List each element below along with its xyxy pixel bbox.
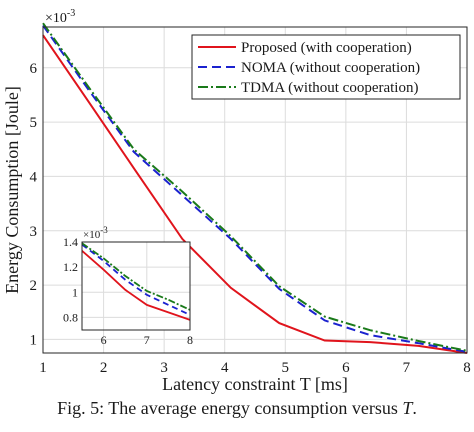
y-multiplier: ×10-3 xyxy=(45,8,75,26)
x-tick-label: 5 xyxy=(282,360,290,376)
x-axis-label: Latency constraint T [ms] xyxy=(162,374,348,394)
inset-series-line-1 xyxy=(81,250,191,321)
inset-y-tick-label: 0.8 xyxy=(63,310,78,324)
caption-text: Fig. 5: The average energy consumption v… xyxy=(57,398,403,418)
inset-x-tick-label: 7 xyxy=(144,333,150,347)
y-axis-label: Energy Consumption [Joule] xyxy=(2,86,22,294)
legend: Proposed (with cooperation) NOMA (without… xyxy=(191,34,461,100)
legend-label-1: Proposed (with cooperation) xyxy=(241,40,412,56)
inset-y-tick-label: 1.2 xyxy=(63,260,78,274)
plot-frame xyxy=(42,26,468,354)
x-tick-label: 7 xyxy=(403,360,411,376)
y-multiplier-exp: -3 xyxy=(67,8,75,19)
figure-caption: Fig. 5: The average energy consumption v… xyxy=(0,398,474,419)
inset-series-line-3 xyxy=(81,242,191,311)
inset-y-tick-label: 1.4 xyxy=(63,235,78,249)
y-tick-label: 3 xyxy=(30,224,38,240)
inset-x-tick-label: 6 xyxy=(101,333,107,347)
legend-box xyxy=(191,34,461,100)
series-line-1 xyxy=(42,34,468,354)
y-tick-label: 4 xyxy=(30,169,38,185)
x-tick-label: 1 xyxy=(39,360,47,376)
inset-y-multiplier: ×10-3 xyxy=(83,225,108,241)
y-tick-label: 5 xyxy=(30,115,38,131)
inset-frame xyxy=(81,241,191,331)
inset-series-line-2 xyxy=(81,243,191,316)
x-tick-label: 6 xyxy=(342,360,350,376)
inset-background xyxy=(82,242,190,330)
inset-y-multiplier-exp: -3 xyxy=(100,225,108,235)
y-tick-labels: 1 2 3 4 5 6 xyxy=(30,61,38,349)
legend-label-2: NOMA (without cooperation) xyxy=(241,60,420,76)
series-line-3 xyxy=(42,22,468,352)
series-line-2 xyxy=(42,24,468,353)
inset-series-lines xyxy=(81,242,191,321)
caption-variable: T xyxy=(402,398,413,418)
y-multiplier-base: ×10 xyxy=(45,11,67,26)
y-tick-label: 2 xyxy=(30,278,38,294)
caption-suffix: . xyxy=(412,398,417,418)
y-tick-label: 6 xyxy=(30,61,38,77)
y-tick-label: 1 xyxy=(30,332,38,348)
inset-x-tick-label: 8 xyxy=(187,333,193,347)
inset-y-tick-labels: 0.8 1 1.2 1.4 xyxy=(63,235,78,324)
main-series-lines xyxy=(42,22,468,354)
x-tick-label: 4 xyxy=(221,360,229,376)
inset-plot: 6 7 8 0.8 1 1.2 1.4 ×10-3 xyxy=(63,225,193,347)
inset-x-tick-labels: 6 7 8 xyxy=(101,333,193,347)
x-tick-label: 8 xyxy=(463,360,471,376)
legend-label-3: TDMA (without cooperation) xyxy=(241,80,418,96)
x-tick-label: 2 xyxy=(100,360,108,376)
inset-y-tick-label: 1 xyxy=(72,285,78,299)
x-tick-labels: 1 2 3 4 5 6 7 8 xyxy=(39,360,471,376)
x-tick-label: 3 xyxy=(160,360,168,376)
inset-y-multiplier-base: ×10 xyxy=(83,229,101,241)
